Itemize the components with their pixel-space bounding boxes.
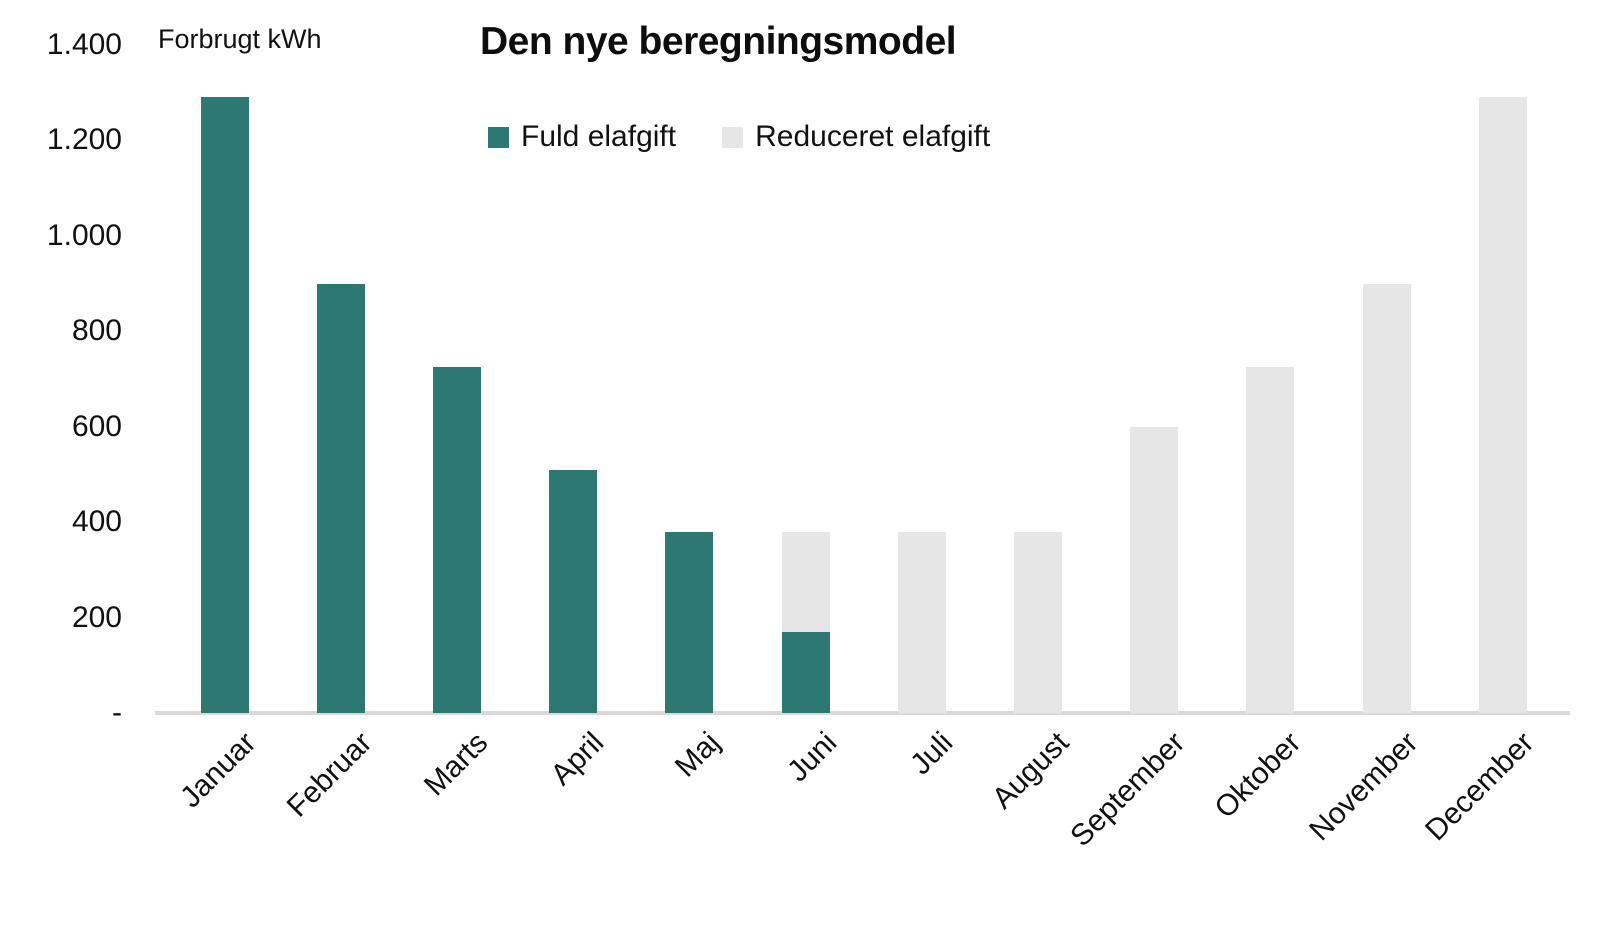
- bar-maj-fuld-elafgift: [665, 531, 714, 713]
- x-tick-label-marts: Marts: [417, 726, 495, 803]
- bar-november-reduceret-elafgift: [1362, 283, 1411, 713]
- y-tick-label: -: [112, 696, 122, 729]
- y-axis-title: Forbrugt kWh: [158, 24, 322, 54]
- legend-item-1: Fuld elafgift: [488, 120, 676, 154]
- legend-swatch-icon: [488, 126, 509, 148]
- y-tick-label: 800: [71, 314, 122, 348]
- legend-label: Fuld elafgift: [521, 120, 677, 153]
- y-tick-label: 1.400: [46, 28, 122, 61]
- x-tick-label-november: November: [1302, 726, 1424, 848]
- bar-juli-reduceret-elafgift: [897, 531, 946, 713]
- legend-item-2: Reduceret elafgift: [722, 120, 990, 154]
- x-tick-label-februar: Februar: [280, 726, 379, 824]
- x-tick-label-maj: Maj: [669, 726, 727, 784]
- x-tick-label-april: April: [544, 726, 611, 792]
- y-tick-label: 1.200: [46, 123, 122, 157]
- bar-juni-reduceret-elafgift: [781, 531, 830, 632]
- bar-december-reduceret-elafgift: [1478, 97, 1527, 713]
- bar-september-reduceret-elafgift: [1130, 426, 1179, 713]
- x-tick-label-juli: Juli: [903, 726, 960, 782]
- bar-august-reduceret-elafgift: [1013, 531, 1062, 713]
- legend-swatch-icon: [722, 126, 744, 148]
- bar-juni-fuld-elafgift: [781, 631, 830, 713]
- x-tick-label-oktober: Oktober: [1208, 726, 1308, 825]
- x-axis-line: [155, 711, 1570, 715]
- x-tick-label-december: December: [1418, 726, 1541, 848]
- x-tick-label-september: September: [1064, 726, 1192, 854]
- y-tick-label: 400: [71, 505, 122, 539]
- y-tick-label: 600: [71, 409, 122, 443]
- x-tick-label-august: August: [985, 726, 1076, 816]
- chart-title: Den nye beregningsmodel: [480, 20, 957, 63]
- bar-februar-fuld-elafgift: [316, 283, 365, 713]
- bar-april-fuld-elafgift: [549, 469, 598, 713]
- legend: Fuld elafgift Reduceret elafgift: [488, 120, 990, 154]
- bar-oktober-reduceret-elafgift: [1246, 367, 1295, 713]
- x-tick-label-juni: Juni: [780, 726, 843, 789]
- bar-marts-fuld-elafgift: [432, 367, 481, 713]
- bar-januar-fuld-elafgift: [200, 97, 249, 713]
- legend-label: Reduceret elafgift: [755, 120, 991, 153]
- x-tick-label-januar: Januar: [173, 726, 262, 815]
- y-tick-label: 1.000: [46, 218, 122, 252]
- y-tick-label: 200: [71, 600, 122, 634]
